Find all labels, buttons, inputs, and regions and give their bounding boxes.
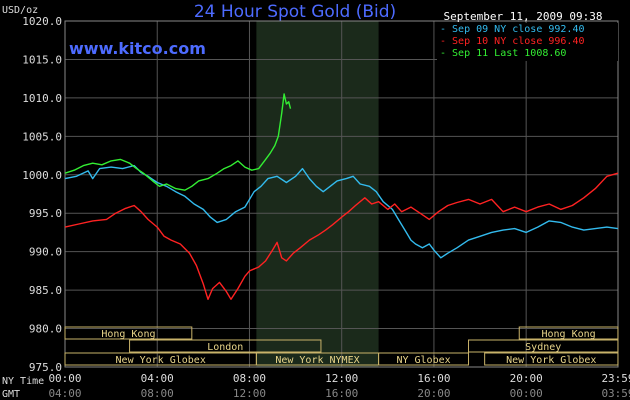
y-tick-label: 1015.0 xyxy=(22,53,62,66)
series-line xyxy=(64,93,292,191)
market-session-label: NY Globex xyxy=(396,355,450,366)
market-session-label: Hong Kong xyxy=(541,329,595,340)
timestamp: September 11, 2009 09:38 xyxy=(444,10,603,23)
x-tick-label-gmt: 16:00 xyxy=(325,387,358,400)
market-session-box xyxy=(64,326,193,340)
y-tick-label: 1010.0 xyxy=(22,92,62,105)
chart-title: 24 Hour Spot Gold (Bid) xyxy=(194,2,396,22)
market-session-label: Hong Kong xyxy=(101,329,155,340)
gmt-row-label: GMT xyxy=(2,389,20,400)
market-session-box xyxy=(129,339,322,353)
market-session-label: New York Globex xyxy=(116,355,206,366)
y-tick-label: 975.0 xyxy=(29,361,62,374)
x-tick-label-gmt: 03:59 xyxy=(601,387,630,400)
market-session-label: New York NYMEX xyxy=(275,355,359,366)
market-session-label: New York Globex xyxy=(506,355,596,366)
y-tick-label: 1020.0 xyxy=(22,15,62,28)
y-tick-label: 990.0 xyxy=(29,246,62,259)
x-tick-label-ny: 16:00 xyxy=(417,372,450,385)
x-tick-label-ny: 12:00 xyxy=(325,372,358,385)
y-tick-label: 1005.0 xyxy=(22,130,62,143)
ny-time-row-label: NY Time xyxy=(2,376,44,387)
market-session-box xyxy=(484,352,619,366)
y-tick-label: 995.0 xyxy=(29,207,62,220)
legend-item: - Sep 10 NY close 996.40 xyxy=(440,36,585,47)
x-tick-label-gmt: 00:00 xyxy=(510,387,543,400)
x-tick-label-ny: 00:00 xyxy=(48,372,81,385)
y-tick-label: 985.0 xyxy=(29,284,62,297)
y-tick-label: 980.0 xyxy=(29,323,62,336)
nymex-session-band xyxy=(256,21,379,367)
legend-background xyxy=(437,23,618,61)
market-session-label: London xyxy=(207,342,243,353)
market-session-box xyxy=(378,352,470,366)
market-session-box xyxy=(518,326,619,340)
x-tick-label-gmt: 12:00 xyxy=(233,387,266,400)
series-line xyxy=(64,172,619,300)
market-session-box xyxy=(468,339,619,353)
x-tick-label-ny: 23:59 xyxy=(601,372,630,385)
plot-frame xyxy=(64,20,619,368)
legend: - Sep 09 NY close 992.40- Sep 10 NY clos… xyxy=(437,23,618,61)
market-session-label: Sydney xyxy=(525,342,561,353)
website-watermark: www.kitco.com xyxy=(69,39,206,58)
y-tick-label: 1000.0 xyxy=(22,169,62,182)
x-tick-label-gmt: 20:00 xyxy=(417,387,450,400)
x-tick-label-ny: 08:00 xyxy=(233,372,266,385)
x-tick-label-gmt: 08:00 xyxy=(141,387,174,400)
series-line xyxy=(64,164,618,259)
x-tick-label-ny: 04:00 xyxy=(141,372,174,385)
legend-item: - Sep 09 NY close 992.40 xyxy=(440,24,585,35)
x-tick-label-gmt: 04:00 xyxy=(48,387,81,400)
y-unit-label: USD/oz xyxy=(2,5,38,16)
legend-item: - Sep 11 Last 1008.60 xyxy=(440,48,566,59)
x-tick-label-ny: 20:00 xyxy=(510,372,543,385)
